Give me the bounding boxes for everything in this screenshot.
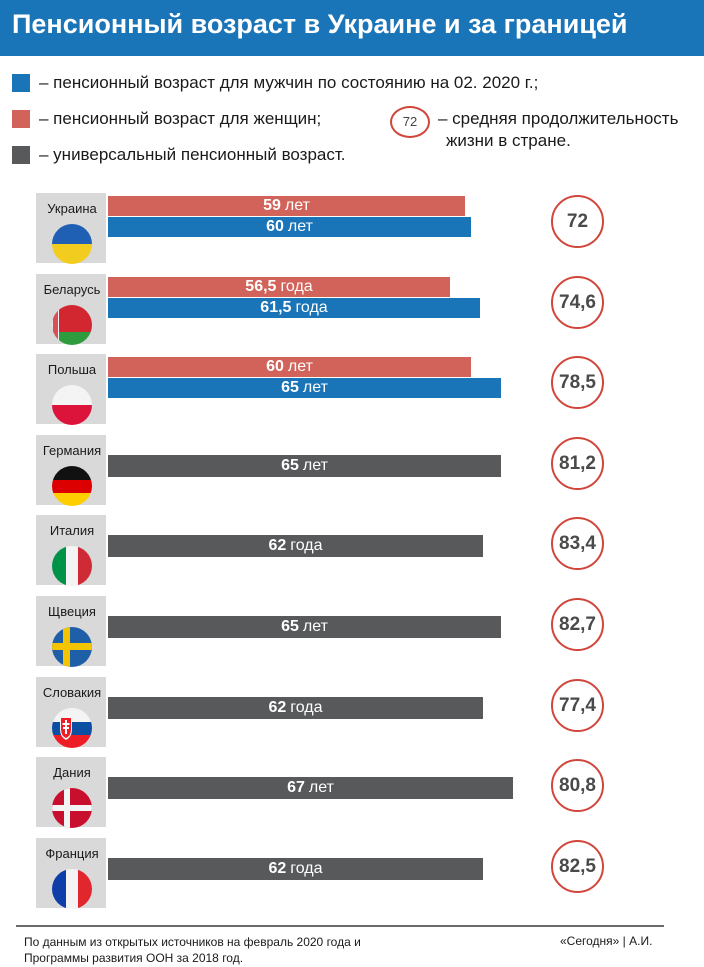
footer-divider: [16, 925, 664, 927]
country-name: Польша: [47, 362, 97, 377]
legend-life-line1: – средняя продолжительность: [438, 109, 679, 128]
life-expectancy-circle: 74,6: [551, 276, 604, 329]
life-expectancy-circle: 81,2: [551, 437, 604, 490]
legend-universal-swatch: [12, 146, 30, 164]
bar-unit: лет: [284, 197, 310, 214]
source-line-1: По данным из открытых источников на февр…: [24, 935, 361, 949]
germany-flag-icon: [52, 466, 92, 506]
bar-unit: года: [290, 699, 323, 716]
bar-unit: лет: [308, 779, 334, 796]
bar-unit: года: [280, 278, 313, 295]
life-expectancy-circle: 82,5: [551, 840, 604, 893]
credit: «Сегодня» | А.И.: [560, 934, 653, 948]
chart-title: Пенсионный возраст в Украине и за границ…: [12, 9, 628, 39]
bar-value: 56,5: [245, 278, 277, 295]
life-expectancy-circle: 77,4: [551, 679, 604, 732]
denmark-flag-icon: [52, 788, 92, 828]
bar-value: 65: [281, 618, 299, 635]
bar-unit: лет: [287, 358, 313, 375]
bar-unit: года: [290, 537, 323, 554]
country-name: Словакия: [42, 685, 102, 700]
belarus-flag-icon: [52, 305, 92, 345]
bar-value: 62: [268, 699, 287, 716]
country-name: Дания: [53, 765, 91, 780]
bar-men: 61,5 года: [108, 298, 480, 318]
bar-universal: 65 лет: [108, 455, 501, 477]
bar-value: 62: [268, 860, 287, 877]
source-line-2: Программы развития ООН за 2018 год.: [24, 951, 244, 965]
legend-men-label: – пенсионный возраст для мужчин по состо…: [39, 73, 539, 92]
country-name: Франция: [45, 846, 99, 861]
source-note: По данным из открытых источников на февр…: [24, 934, 444, 966]
slovakia-flag-icon: [52, 708, 92, 748]
bar-universal: 62 года: [108, 697, 483, 719]
legend-life-circle: 72: [390, 106, 430, 138]
bar-value: 65: [281, 379, 299, 396]
bar-value: 60: [266, 218, 284, 235]
bar-universal: 62 года: [108, 858, 483, 880]
legend-universal-label: – универсальный пенсионный возраст.: [39, 145, 346, 164]
bar-value: 61,5: [260, 299, 292, 316]
country-name: Германия: [42, 443, 102, 458]
bar-value: 67: [287, 779, 305, 796]
sweden-flag-icon: [52, 627, 92, 667]
country-name: Щвеция: [48, 604, 96, 619]
title-banner: Пенсионный возраст в Украине и за границ…: [0, 0, 704, 56]
country-name: Италия: [49, 523, 95, 538]
bar-women: 60 лет: [108, 357, 471, 377]
legend-women-swatch: [12, 110, 30, 128]
life-expectancy-circle: 78,5: [551, 356, 604, 409]
poland-flag-icon: [52, 385, 92, 425]
life-expectancy-circle: 72: [551, 195, 604, 248]
bar-unit: года: [290, 860, 323, 877]
bar-unit: лет: [302, 618, 328, 635]
life-expectancy-circle: 83,4: [551, 517, 604, 570]
legend-life-line2: жизни в стране.: [446, 131, 571, 150]
bar-value: 65: [281, 457, 299, 474]
ukraine-flag-icon: [52, 224, 92, 264]
life-expectancy-circle: 82,7: [551, 598, 604, 651]
country-name: Беларусь: [43, 282, 101, 297]
legend-life-label: – средняя продолжительность жизни в стра…: [438, 108, 698, 152]
bar-unit: лет: [302, 379, 328, 396]
legend-men-swatch: [12, 74, 30, 92]
bar-unit: лет: [287, 218, 313, 235]
bar-unit: лет: [302, 457, 328, 474]
bar-unit: года: [295, 299, 328, 316]
bar-value: 60: [266, 358, 284, 375]
life-expectancy-circle: 80,8: [551, 759, 604, 812]
bar-value: 62: [268, 537, 287, 554]
france-flag-icon: [52, 869, 92, 909]
bar-universal: 65 лет: [108, 616, 501, 638]
bar-men: 65 лет: [108, 378, 501, 398]
country-name: Украина: [47, 201, 97, 216]
bar-women: 56,5 года: [108, 277, 450, 297]
italy-flag-icon: [52, 546, 92, 586]
legend-women-label: – пенсионный возраст для женщин;: [39, 109, 322, 128]
bar-value: 59: [263, 197, 281, 214]
bar-universal: 62 года: [108, 535, 483, 557]
bar-women: 59 лет: [108, 196, 465, 216]
bar-universal: 67 лет: [108, 777, 513, 799]
bar-men: 60 лет: [108, 217, 471, 237]
